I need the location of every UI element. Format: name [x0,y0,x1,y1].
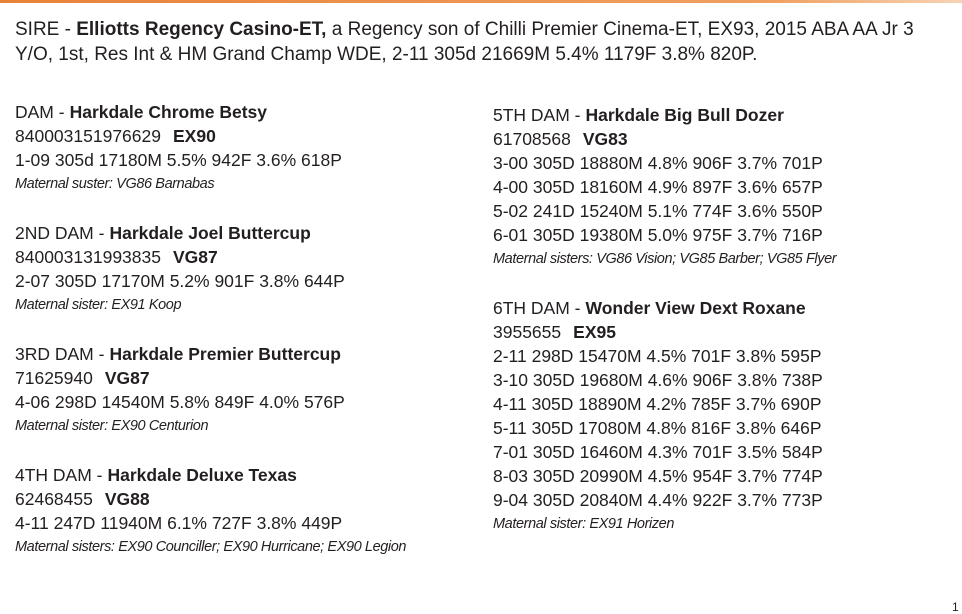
dam-heading: 5TH DAM - Harkdale Big Bull Dozer [493,103,836,127]
dam-score: VG87 [104,368,150,388]
dam-id-line: 62468455 VG88 [15,487,406,511]
dam-id: 3955655 [493,322,562,342]
dam-heading: 2ND DAM - Harkdale Joel Buttercup [15,221,345,245]
maternal-note: Maternal suster: VG86 Barnabas [15,176,215,192]
record: 4-11 305D 18890M 4.2% 785F 3.7% 690P [493,394,822,414]
record: 4-11 247D 11940M 6.1% 727F 3.8% 449P [15,513,343,533]
sire-name: Elliotts Regency Casino-ET, [76,19,327,40]
maternal-note: Maternal sister: EX91 Koop [15,297,182,313]
dam-heading: DAM - Harkdale Chrome Betsy [15,100,342,124]
dam-block: 4TH DAM - Harkdale Deluxe Texas 62468455 VG… [15,463,406,559]
dam-name: Wonder View Dext Roxane [585,298,806,318]
dam-label: 5TH DAM - [493,105,581,125]
dam-id: 71625940 [15,368,93,388]
record: 3-00 305D 18880M 4.8% 906F 3.7% 701P [493,153,823,173]
dam-id: 62468455 [15,489,93,509]
dam-block: 2ND DAM - Harkdale Joel Buttercup 84000313… [15,221,345,317]
record: 9-04 305D 20840M 4.4% 922F 3.7% 773P [493,490,823,510]
dam-score: VG88 [104,489,150,509]
sire-text: a Regency son of Chilli Premier Cinema-E… [15,19,914,65]
dam-block: 5TH DAM - Harkdale Big Bull Dozer 61708568… [493,103,837,271]
dam-heading: 6TH DAM - Wonder View Dext Roxane [493,296,823,320]
dam-heading: 3RD DAM - Harkdale Premier Buttercup [15,342,345,366]
record: 2-07 305D 17170M 5.2% 901F 3.8% 644P [15,271,345,291]
dam-id: 840003151976629 [15,126,161,146]
sire-label: SIRE - [15,19,71,40]
maternal-note: Maternal sister: EX91 Horizen [493,516,675,532]
record: 8-03 305D 20990M 4.5% 954F 3.7% 774P [493,466,823,486]
record: 2-11 298D 15470M 4.5% 701F 3.8% 595P [493,346,822,366]
dam-score: VG87 [173,247,218,267]
dam-name: Harkdale Deluxe Texas [107,465,297,485]
dam-score: EX90 [173,126,216,146]
dam-id-line: 71625940 VG87 [15,366,345,390]
record: 5-02 241D 15240M 5.1% 774F 3.6% 550P [493,201,823,221]
record: 4-06 298D 14540M 5.8% 849F 4.0% 576P [15,392,345,412]
dam-id: 840003131993835 [15,247,161,267]
dam-name: Harkdale Joel Buttercup [109,223,311,243]
dam-block: DAM - Harkdale Chrome Betsy 84000315197662… [15,100,342,196]
dam-heading: 4TH DAM - Harkdale Deluxe Texas [15,463,406,487]
record: 1-09 305d 17180M 5.5% 942F 3.6% 618P [15,150,342,170]
record: 7-01 305D 16460M 4.3% 701F 3.5% 584P [493,442,823,462]
dam-id-line: 840003151976629 EX90 [15,124,342,148]
record: 4-00 305D 18160M 4.9% 897F 3.6% 657P [493,177,823,197]
dam-name: Harkdale Premier Buttercup [109,344,341,364]
maternal-note: Maternal sisters: VG86 Vision; VG85 Barb… [493,251,837,267]
dam-score: EX95 [573,322,616,342]
sire-paragraph: SIRE - Elliotts Regency Casino-ET, a Reg… [15,17,945,67]
dam-label: 3RD DAM - [15,344,105,364]
dam-id-line: 61708568 VG83 [493,127,836,151]
top-rule [0,0,962,3]
dam-label: 6TH DAM - [493,298,581,318]
maternal-note: Maternal sisters: EX90 Counciller; EX90 … [15,539,407,555]
dam-id: 61708568 [493,129,571,149]
dam-id-line: 840003131993835 VG87 [15,245,345,269]
page-number: 1 [952,600,959,614]
record: 6-01 305D 19380M 5.0% 975F 3.7% 716P [493,225,823,245]
dam-name: Harkdale Big Bull Dozer [585,105,784,125]
dam-score: VG83 [582,129,628,149]
dam-name: Harkdale Chrome Betsy [69,102,268,122]
dam-label: 2ND DAM - [15,223,105,243]
record: 3-10 305D 19680M 4.6% 906F 3.8% 738P [493,370,823,390]
dam-block: 6TH DAM - Wonder View Dext Roxane 3955655 E… [493,296,823,536]
dam-label: DAM - [15,102,65,122]
dam-block: 3RD DAM - Harkdale Premier Buttercup 71625… [15,342,345,438]
dam-label: 4TH DAM - [15,465,103,485]
dam-id-line: 3955655 EX95 [493,320,823,344]
maternal-note: Maternal sister: EX90 Centurion [15,418,209,434]
record: 5-11 305D 17080M 4.8% 816F 3.8% 646P [493,418,822,438]
